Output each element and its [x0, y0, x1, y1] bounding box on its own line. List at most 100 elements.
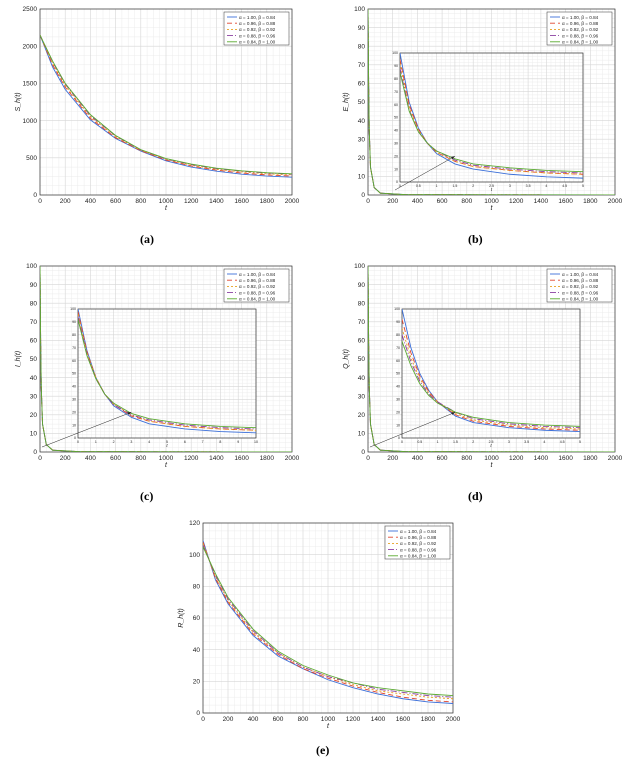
chart-c-xtick-label: 2000 — [285, 455, 300, 462]
chart-b-xtick-label: 800 — [461, 198, 472, 205]
chart-b-ytick-label: 20 — [358, 155, 366, 162]
chart-c-inset-ytick-label: 20 — [72, 410, 76, 414]
chart-e-ytick-label: 20 — [193, 679, 201, 686]
chart-e-ytick-label: 100 — [189, 552, 200, 559]
chart-b-series-group — [368, 9, 615, 195]
chart-c-inset-xtick-label: 1 — [95, 440, 97, 444]
chart-b-legend-box — [546, 11, 613, 46]
chart-c-legend-label: α = 0.92, β = 0.92 — [239, 284, 276, 289]
chart-e-series-line — [203, 544, 453, 698]
chart-a-xtick-label: 200 — [60, 198, 71, 205]
chart-d-ytick-label: 60 — [358, 338, 366, 345]
chart-c-ytick-label: 30 — [30, 393, 38, 400]
chart-b-ytick-label: 80 — [358, 43, 366, 50]
chart-c-inset-arrowhead — [127, 412, 132, 415]
chart-d-inset-ytick-label: 0 — [398, 436, 400, 440]
chart-c-inset-series-line — [78, 314, 256, 431]
chart-c-ytick-label: 70 — [30, 319, 38, 326]
chart-c-ylabel: I_h(t) — [15, 351, 22, 367]
chart-c-inset-ytick-label: 40 — [72, 385, 76, 389]
chart-b-inset-xtick-label: 3.5 — [526, 184, 531, 188]
chart-c-inset-frame — [77, 308, 257, 439]
chart-c-inset-xtick-label: 2 — [113, 440, 115, 444]
chart-c-xtick-label: 0 — [38, 455, 42, 462]
chart-b-legend: α = 1.00, β = 0.84α = 0.96, β = 0.88α = … — [546, 11, 613, 46]
chart-d-legend-label: α = 0.92, β = 0.92 — [562, 284, 599, 289]
chart-b-inset-series-line — [400, 68, 583, 174]
chart-b-inset-ytick-label: 20 — [394, 154, 398, 158]
chart-b-inset-series-group — [400, 53, 583, 179]
chart-d-inset-series-line — [402, 334, 580, 429]
chart-c-xtick-label: 600 — [110, 455, 121, 462]
chart-c-inset-ytick-label: 30 — [72, 398, 76, 402]
chart-c-inset-xtick-label: 0 — [77, 440, 79, 444]
chart-b-inset-axes: 0 0.5 1 1.5 2 2.5 3 3.5 4 4.5 50102030405060708090… — [392, 51, 584, 188]
chart-c-ytick-label: 10 — [30, 431, 38, 438]
chart-c-xtick-label: 1200 — [184, 455, 199, 462]
chart-c-inset-xtick-label: 5 — [166, 440, 168, 444]
chart-e-xtick-label: 200 — [223, 716, 234, 723]
chart-d-inset-xtick-label: 0 — [401, 440, 403, 444]
chart-b-ytick-label: 90 — [358, 25, 366, 32]
chart-d-ytick-label: 40 — [358, 375, 366, 382]
chart-d-xtick-label: 800 — [461, 455, 472, 462]
chart-d-legend: α = 1.00, β = 0.84α = 0.96, β = 0.88α = … — [546, 268, 613, 303]
chart-a-xtick-label: 0 — [38, 198, 42, 205]
chart-c-inset-xtick-label: 6 — [184, 440, 186, 444]
chart-e-series-group — [203, 540, 453, 704]
chart-c-inset-xtick-label: 3 — [130, 440, 132, 444]
caption-a: (a) — [140, 232, 154, 246]
chart-d-inset-series-line — [402, 341, 580, 427]
chart-d-inset-ytick-label: 100 — [394, 307, 400, 311]
chart-a-xtick-label: 1200 — [184, 198, 199, 205]
chart-d-legend-label: α = 0.84, β = 1.00 — [562, 297, 599, 302]
chart-a-ytick-label: 1000 — [23, 118, 38, 125]
chart-d-inset-xtick-label: 4.5 — [560, 440, 565, 444]
chart-c-inset-xtick-label: 10 — [254, 440, 258, 444]
chart-b-xtick-label: 1200 — [509, 198, 524, 205]
chart-b-inset-xtick-label: 3 — [509, 184, 511, 188]
chart-c-inset-series-line — [78, 319, 256, 429]
chart-c-inset-series-line — [78, 311, 256, 431]
chart-d-inset-xtick-label: 4 — [543, 440, 545, 444]
chart-d-ytick-label: 30 — [358, 393, 366, 400]
chart-b-inset-ytick-label: 10 — [394, 167, 398, 171]
chart-c-ytick-label: 90 — [30, 282, 38, 289]
chart-b-series-line — [368, 9, 615, 195]
chart-b-xtick-label: 1000 — [484, 198, 499, 205]
chart-b-inset-series-line — [400, 63, 583, 175]
caption-e: (e) — [316, 743, 330, 757]
chart-a-xtick-label: 800 — [135, 198, 146, 205]
chart-d-inset-xtick-label: 3 — [508, 440, 510, 444]
chart-c-xtick-label: 200 — [60, 455, 71, 462]
chart-b-xtick-label: 1600 — [558, 198, 573, 205]
chart-e-xtick-label: 400 — [248, 716, 259, 723]
chart-c-ytick-label: 20 — [30, 412, 38, 419]
chart-d-xtick-label: 1200 — [509, 455, 524, 462]
chart-c-inset-ytick-label: 0 — [74, 436, 76, 440]
chart-e-xlabel: t — [327, 723, 330, 730]
chart-e-legend-label: α = 0.92, β = 0.92 — [400, 541, 437, 546]
chart-b-legend-label: α = 1.00, β = 0.84 — [562, 15, 599, 20]
caption-c: (c) — [140, 489, 154, 503]
chart-e-xtick-label: 1200 — [346, 716, 361, 723]
chart-a-legend-box — [223, 11, 290, 46]
chart-d-ytick-label: 10 — [358, 431, 366, 438]
chart-a-xtick-label: 1000 — [159, 198, 174, 205]
chart-d-ytick-label: 100 — [354, 263, 365, 270]
chart-e-xtick-label: 0 — [201, 716, 205, 723]
chart-a-ytick-label: 1500 — [23, 81, 38, 88]
chart-b-inset-ytick-label: 50 — [394, 116, 398, 120]
chart-e-ytick-label: 80 — [193, 584, 201, 591]
chart-c-inset-series-line — [78, 316, 256, 430]
chart-c-inset-ytick-label: 90 — [72, 320, 76, 324]
chart-b-inset-arrow — [394, 155, 456, 191]
chart-d-inset-arrow — [369, 411, 456, 448]
chart-d-ytick-label: 50 — [358, 356, 366, 363]
chart-d-xtick-label: 1000 — [484, 455, 499, 462]
chart-a-legend-label: α = 0.96, β = 0.88 — [239, 21, 276, 26]
chart-d-inset-xtick-label: 1 — [437, 440, 439, 444]
chart-c-legend-label: α = 1.00, β = 0.84 — [239, 272, 276, 277]
chart-b-inset-xtick-label: 0.5 — [416, 184, 421, 188]
